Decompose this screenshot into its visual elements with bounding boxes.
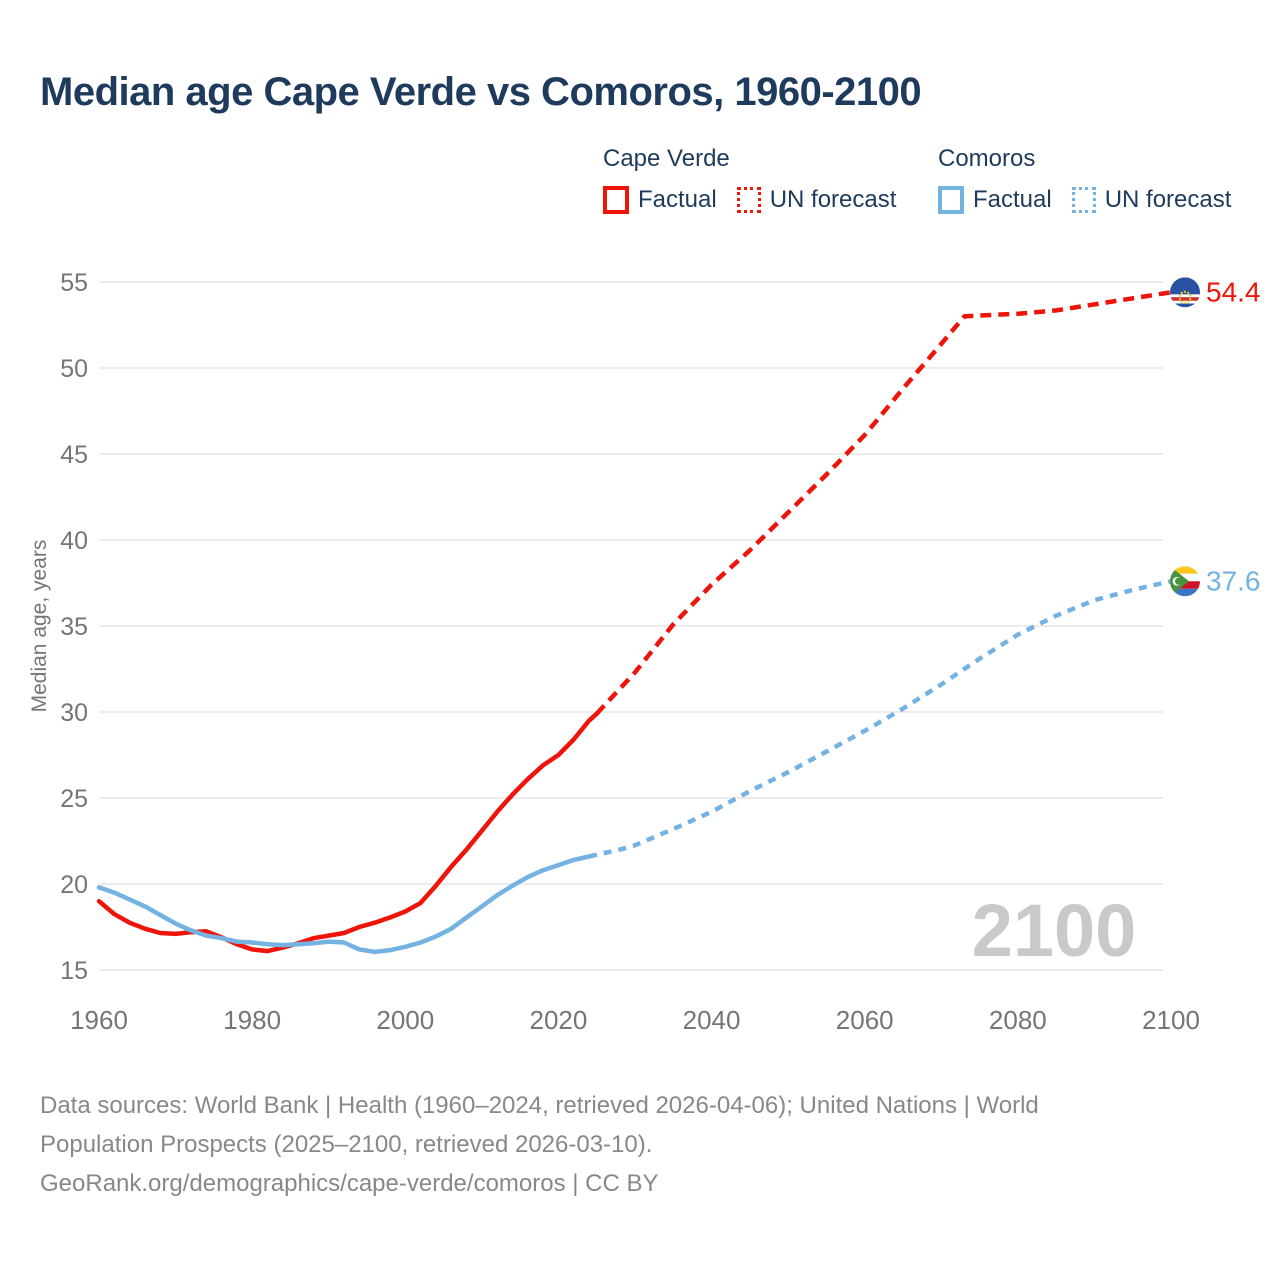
y-tick-label: 35 bbox=[60, 613, 88, 641]
y-tick-label: 50 bbox=[60, 355, 88, 383]
legend-row: Factual UN forecast bbox=[938, 186, 1231, 214]
watermark-text: 2100 bbox=[972, 889, 1137, 972]
comoros-forecast-swatch-icon bbox=[1071, 187, 1096, 213]
end-value-label-cape-verde: 54.4 bbox=[1206, 276, 1261, 307]
legend-item-comoros-factual: Factual bbox=[938, 186, 1052, 214]
footer-line: Data sources: World Bank | Health (1960–… bbox=[40, 1092, 1039, 1119]
x-tick-label: 2020 bbox=[530, 1005, 588, 1035]
y-tick-label: 45 bbox=[60, 441, 88, 469]
y-tick-label: 25 bbox=[60, 785, 88, 813]
x-axis-tick-labels: 1960 1980 2000 2020 2040 2060 2080 2100 bbox=[70, 1005, 1200, 1035]
series-line-comoros-factual bbox=[96, 854, 592, 955]
footer-line: GeoRank.org/demographics/cape-verde/como… bbox=[40, 1170, 659, 1197]
legend-group-title: Comoros bbox=[938, 145, 1036, 172]
series-line-cape-verde-un-forecast bbox=[595, 290, 1172, 716]
chart-footer: Data sources: World Bank | Health (1960–… bbox=[40, 1086, 1200, 1203]
y-axis-title: Median age, years bbox=[28, 540, 51, 713]
legend-item-cape-verde-forecast: UN forecast bbox=[736, 186, 897, 214]
footer-line: Population Prospects (2025–2100, retriev… bbox=[40, 1131, 653, 1158]
comoros-flag-icon bbox=[1170, 566, 1200, 597]
watermark-year: 2100 bbox=[972, 889, 1137, 972]
y-tick-label: 30 bbox=[60, 699, 88, 727]
legend-item-label: Factual bbox=[638, 186, 717, 213]
x-tick-label: 2060 bbox=[836, 1005, 894, 1035]
legend-item-cape-verde-factual: Factual bbox=[603, 186, 717, 214]
series-line-cape-verde-factual bbox=[96, 711, 599, 954]
legend-item-label: Factual bbox=[973, 186, 1052, 213]
legend-group-title: Cape Verde bbox=[603, 145, 730, 172]
flag-icons bbox=[1170, 277, 1200, 597]
cape-verde-flag-icon bbox=[1170, 277, 1200, 308]
y-tick-label: 55 bbox=[60, 269, 88, 297]
page-title: Median age Cape Verde vs Comoros, 1960-2… bbox=[40, 70, 922, 114]
series-line-comoros-un-forecast bbox=[588, 579, 1172, 859]
legend-item-comoros-forecast: UN forecast bbox=[1071, 186, 1232, 214]
cape-verde-factual-swatch-icon bbox=[603, 186, 629, 214]
legend-group-cape-verde: Cape Verde Factual UN forecast bbox=[603, 145, 896, 214]
legend-row: Factual UN forecast bbox=[603, 186, 896, 214]
legend-group-comoros: Comoros Factual UN forecast bbox=[938, 145, 1231, 214]
gridlines bbox=[99, 281, 1163, 971]
x-tick-label: 1960 bbox=[70, 1005, 128, 1035]
y-tick-label: 15 bbox=[60, 957, 88, 985]
y-axis-title-text: Median age, years bbox=[28, 540, 51, 713]
end-value-labels: 54.4 37.6 bbox=[1206, 276, 1261, 596]
x-tick-label: 2040 bbox=[683, 1005, 741, 1035]
legend-item-label: UN forecast bbox=[1104, 186, 1232, 213]
y-tick-label: 20 bbox=[60, 871, 88, 899]
end-value-label-comoros: 37.6 bbox=[1206, 565, 1261, 596]
series-lines bbox=[96, 290, 1172, 955]
cape-verde-forecast-swatch-icon bbox=[736, 187, 761, 213]
legend-item-label: UN forecast bbox=[769, 186, 897, 213]
x-tick-label: 2100 bbox=[1142, 1005, 1200, 1035]
x-tick-label: 2000 bbox=[376, 1005, 434, 1035]
y-axis-tick-labels: 15 20 25 30 35 40 45 50 55 bbox=[60, 269, 88, 985]
y-tick-label: 40 bbox=[60, 527, 88, 555]
x-tick-label: 1980 bbox=[223, 1005, 281, 1035]
x-tick-label: 2080 bbox=[989, 1005, 1047, 1035]
comoros-factual-swatch-icon bbox=[938, 186, 964, 214]
chart-plot-area: 2100 15 20 25 30 35 40 45 50 55 1960 1980 2000 2020… bbox=[28, 269, 1261, 1035]
